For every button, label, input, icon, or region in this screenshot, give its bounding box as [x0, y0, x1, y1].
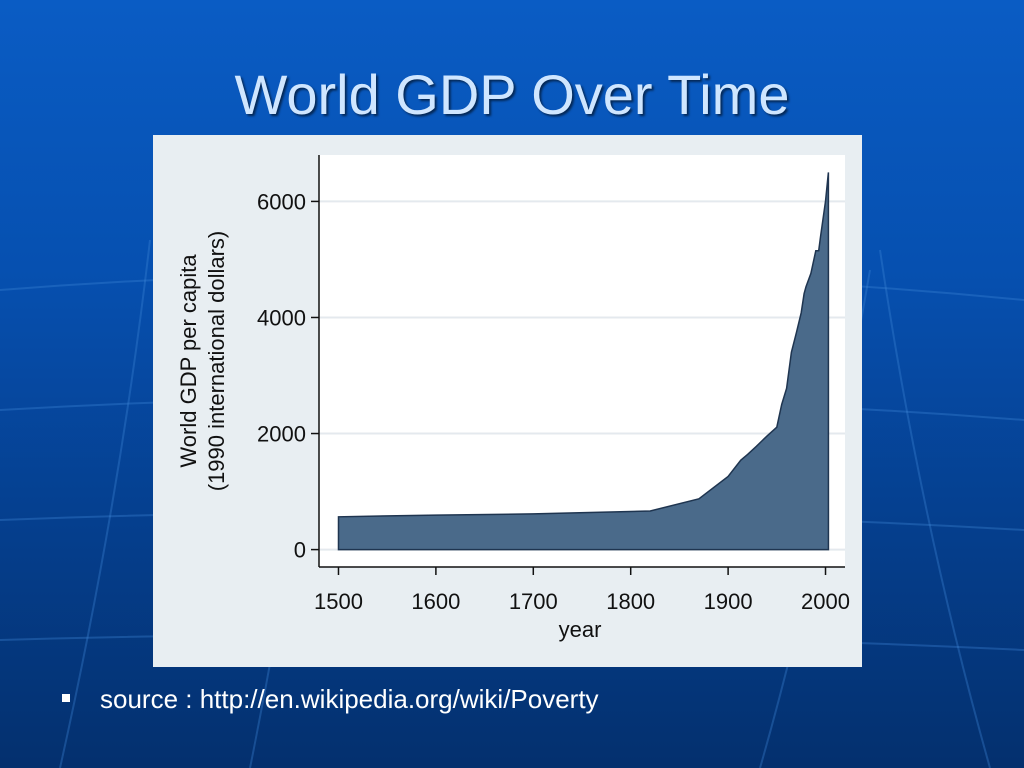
x-axis-title: year [559, 617, 602, 642]
axis-ticks: 0 2000 4000 6000 1500 1600 1700 1800 1900 2000 [257, 189, 850, 614]
square-bullet-icon [62, 694, 70, 703]
y-tick-label: 4000 [257, 305, 306, 330]
gdp-chart: 0 2000 4000 6000 1500 1600 1700 1800 1900 2000 ye… [176, 155, 850, 642]
x-tick-label: 1700 [509, 589, 558, 614]
source-text: source : http://en.wikipedia.org/wiki/Po… [100, 684, 599, 714]
y-axis-title: World GDP per capita [176, 254, 201, 468]
x-tick-label: 1600 [411, 589, 460, 614]
x-tick-label: 1900 [704, 589, 753, 614]
slide-title: World GDP Over Time [234, 63, 790, 126]
y-axis-title-units: (1990 international dollars) [204, 231, 229, 492]
gdp-area-series [337, 172, 830, 551]
y-tick-label: 0 [294, 538, 306, 563]
y-tick-label: 2000 [257, 422, 306, 447]
y-tick-label: 6000 [257, 189, 306, 214]
source-line: source : http://en.wikipedia.org/wiki/Po… [62, 684, 599, 715]
x-tick-label: 2000 [801, 589, 850, 614]
x-tick-label: 1500 [314, 589, 363, 614]
x-tick-label: 1800 [606, 589, 655, 614]
chart-panel: 0 2000 4000 6000 1500 1600 1700 1800 1900 2000 ye… [153, 135, 862, 667]
